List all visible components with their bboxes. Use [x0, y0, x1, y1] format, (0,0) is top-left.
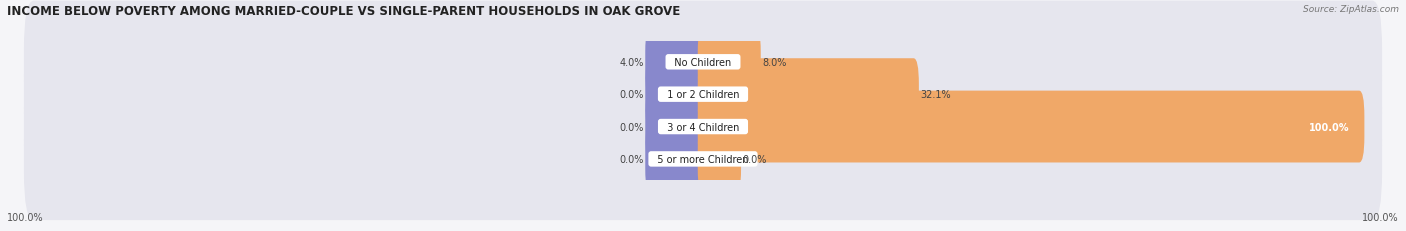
FancyBboxPatch shape [697, 59, 920, 131]
FancyBboxPatch shape [24, 2, 1382, 123]
Text: 1 or 2 Children: 1 or 2 Children [661, 90, 745, 100]
FancyBboxPatch shape [645, 59, 709, 131]
Text: 0.0%: 0.0% [620, 90, 644, 100]
Text: 100.0%: 100.0% [1362, 212, 1399, 222]
Text: 100.0%: 100.0% [7, 212, 44, 222]
FancyBboxPatch shape [697, 91, 1364, 163]
Text: 5 or more Children: 5 or more Children [651, 154, 755, 164]
FancyBboxPatch shape [24, 66, 1382, 188]
Text: INCOME BELOW POVERTY AMONG MARRIED-COUPLE VS SINGLE-PARENT HOUSEHOLDS IN OAK GRO: INCOME BELOW POVERTY AMONG MARRIED-COUPL… [7, 5, 681, 18]
Text: No Children: No Children [668, 58, 738, 67]
Text: 100.0%: 100.0% [1309, 122, 1350, 132]
Text: 0.0%: 0.0% [620, 122, 644, 132]
Text: 4.0%: 4.0% [620, 58, 644, 67]
Text: 8.0%: 8.0% [762, 58, 786, 67]
FancyBboxPatch shape [24, 34, 1382, 156]
FancyBboxPatch shape [24, 98, 1382, 220]
FancyBboxPatch shape [697, 27, 761, 98]
Text: 0.0%: 0.0% [620, 154, 644, 164]
Text: 3 or 4 Children: 3 or 4 Children [661, 122, 745, 132]
FancyBboxPatch shape [645, 91, 709, 163]
FancyBboxPatch shape [645, 123, 709, 195]
FancyBboxPatch shape [697, 123, 741, 195]
Text: 32.1%: 32.1% [920, 90, 950, 100]
Text: Source: ZipAtlas.com: Source: ZipAtlas.com [1303, 5, 1399, 14]
Text: 0.0%: 0.0% [742, 154, 766, 164]
FancyBboxPatch shape [645, 27, 709, 98]
